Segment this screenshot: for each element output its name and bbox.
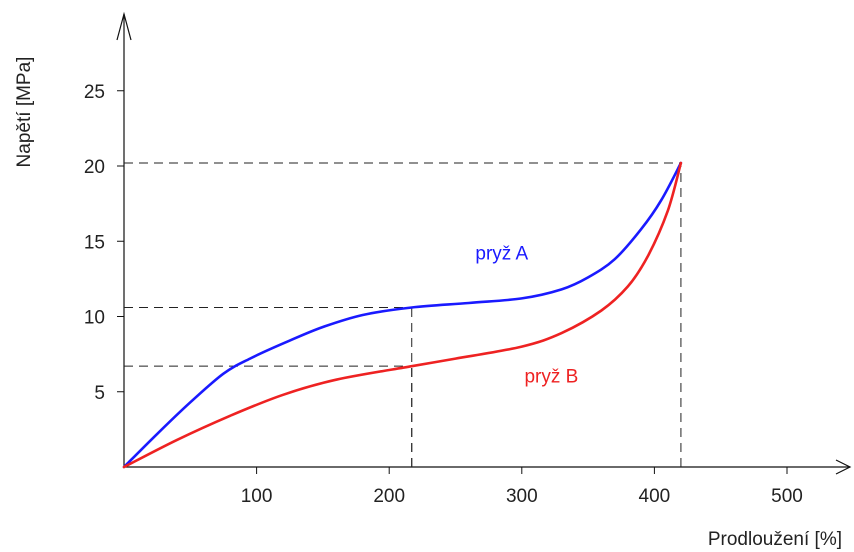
y-tick-label: 25 [84, 82, 105, 103]
x-tick-label: 300 [506, 486, 538, 507]
series-label-pryz-a: pryž A [475, 243, 528, 264]
reference-lines [124, 162, 682, 467]
x-tick-label: 200 [373, 486, 405, 507]
series-line-pryz-a [122, 161, 683, 469]
x-tick-label: 400 [639, 486, 671, 507]
series-label-group: pryž A pryž B [475, 243, 578, 387]
y-tick-label: 5 [94, 383, 105, 404]
y-tick-label: 10 [84, 308, 105, 329]
series-group [122, 161, 683, 469]
y-axis-label: Napětí [MPa] [14, 57, 35, 168]
y-tick-label: 20 [84, 157, 105, 178]
series-line-pryz-b [122, 161, 683, 469]
x-axis-label: Prodloužení [%] [708, 529, 842, 550]
x-tick-label: 500 [771, 486, 803, 507]
y-tick-label: 15 [84, 232, 105, 253]
tick-group: 100 200 300 400 500 5 10 15 20 25 [84, 82, 803, 507]
y-axis-arrow-icon [116, 11, 132, 41]
x-tick-label: 100 [241, 486, 273, 507]
x-axis-arrow-icon [835, 459, 852, 475]
series-label-pryz-b: pryž B [524, 367, 578, 388]
